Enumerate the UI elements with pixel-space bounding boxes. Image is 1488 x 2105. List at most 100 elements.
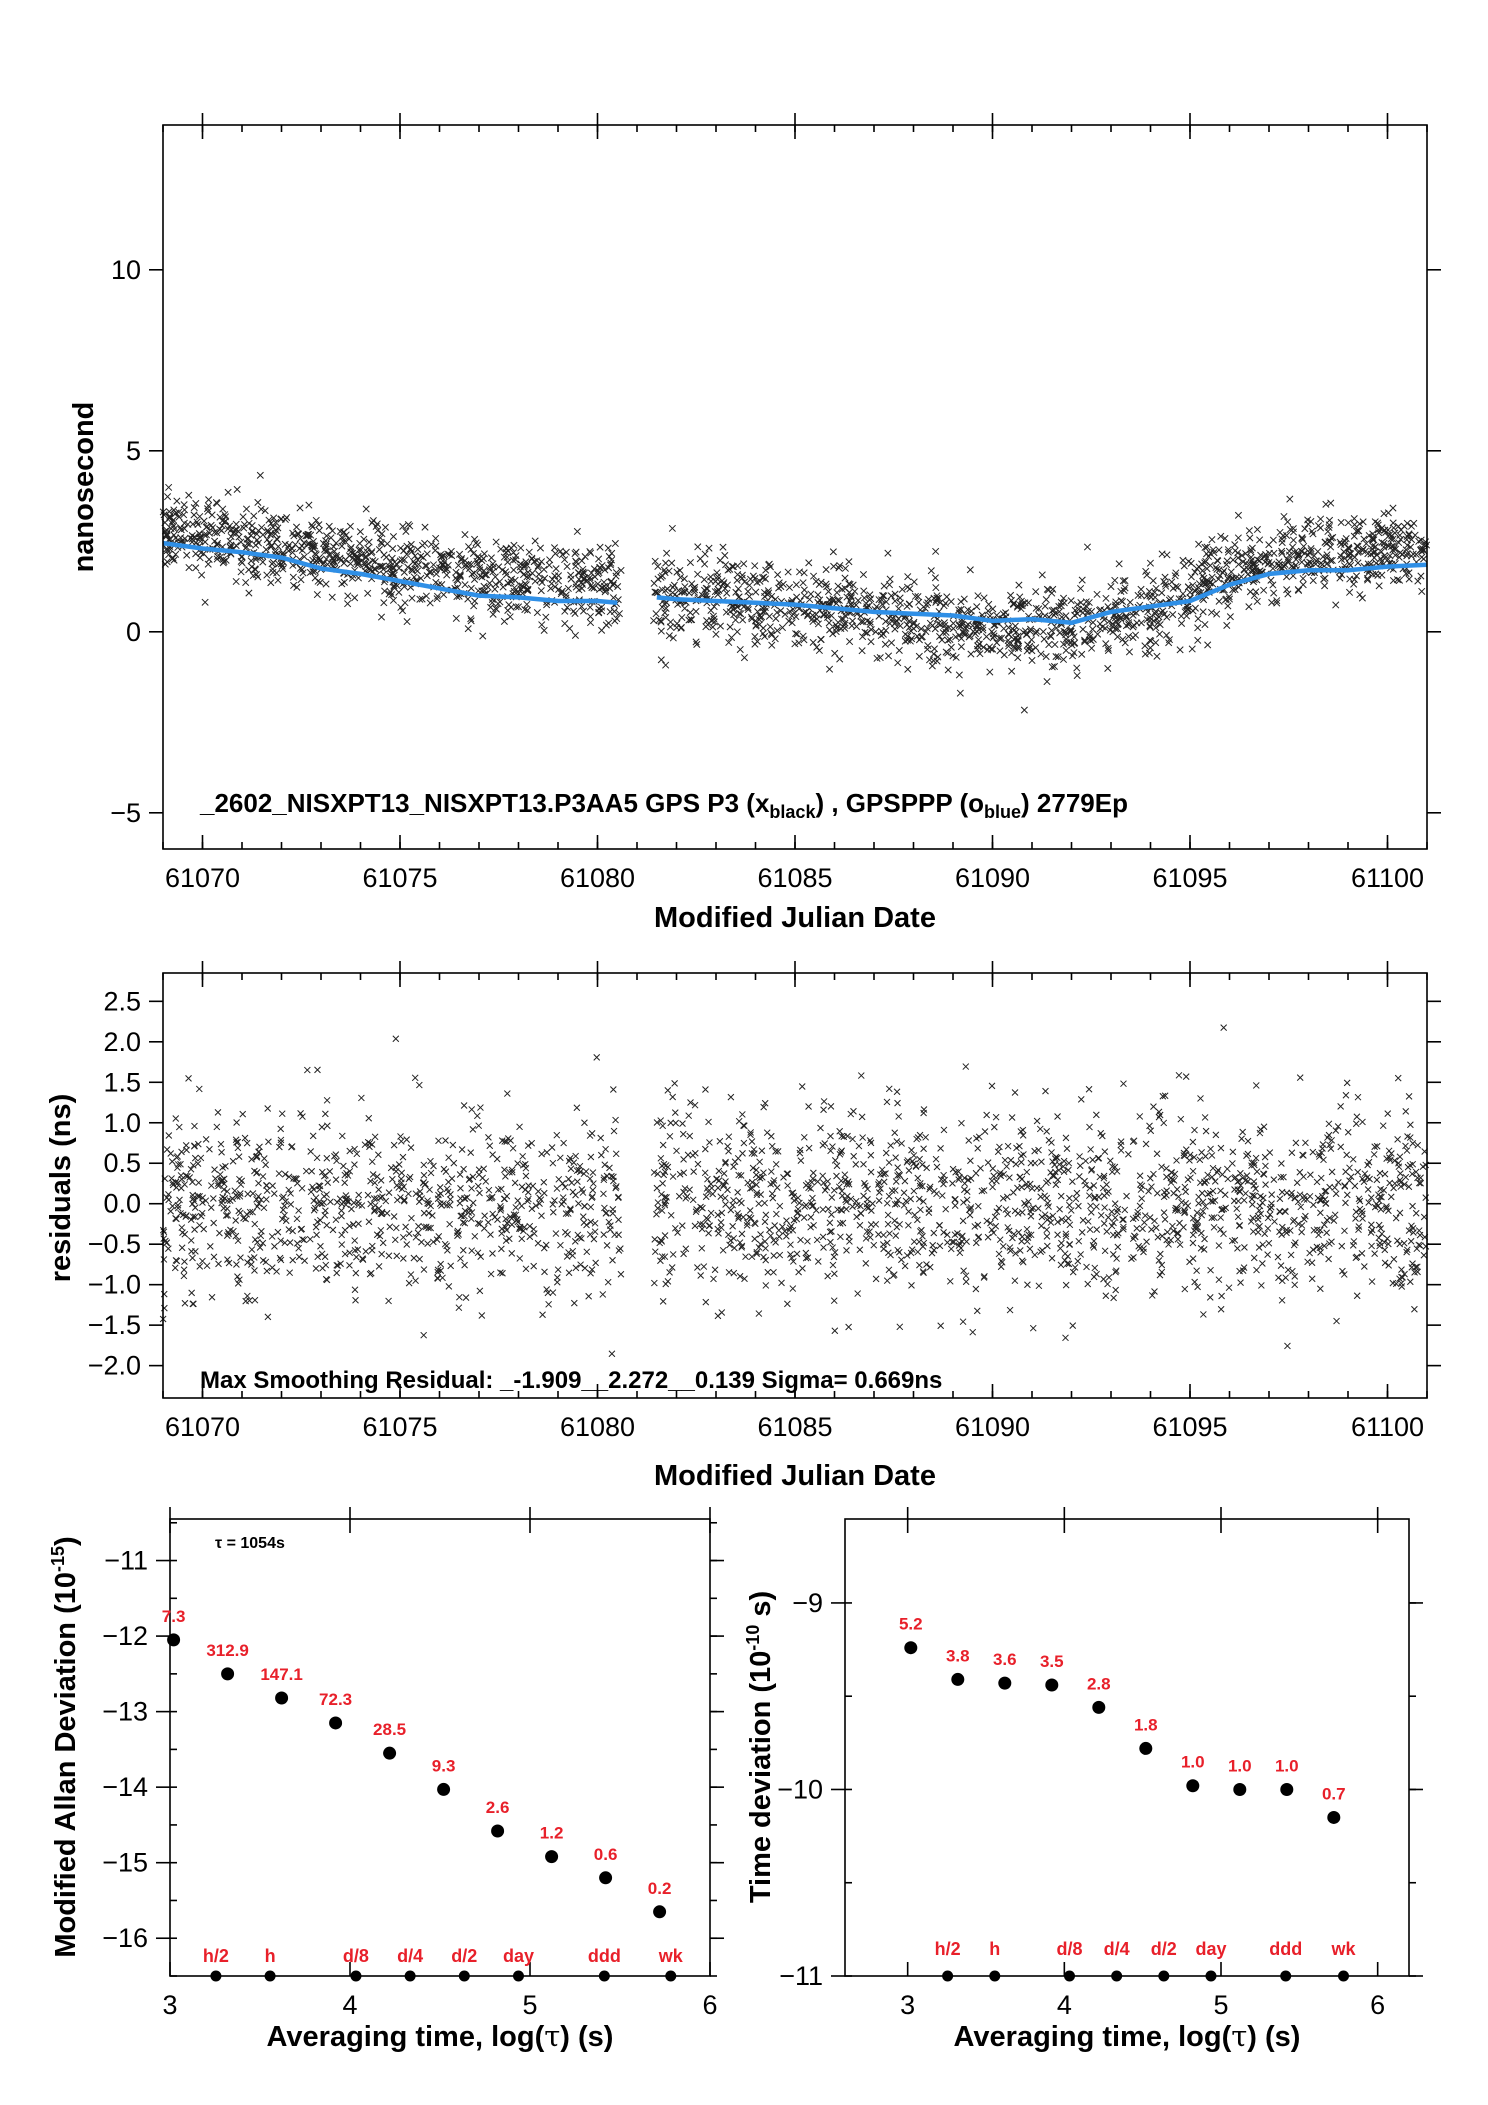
residual-point — [1398, 1279, 1405, 1287]
phase-point — [860, 594, 868, 602]
residual-point — [1060, 1157, 1068, 1165]
residual-point — [1287, 1192, 1295, 1200]
residual-point — [789, 1258, 797, 1265]
phase-point — [866, 618, 874, 626]
phase-point — [810, 572, 818, 580]
phase-point — [1417, 572, 1425, 580]
residual-point — [1298, 1222, 1306, 1229]
residual-point — [484, 1219, 492, 1226]
phase-point — [530, 558, 538, 566]
residual-point — [216, 1229, 223, 1237]
residual-point — [657, 1154, 665, 1162]
residual-point — [1148, 1183, 1155, 1191]
residual-point — [1343, 1151, 1351, 1159]
residual-point — [1391, 1180, 1399, 1187]
phase-point — [360, 535, 368, 543]
residual-point — [371, 1133, 379, 1141]
residual-point — [1325, 1255, 1332, 1263]
phase-point — [745, 592, 753, 601]
phase-point — [1005, 631, 1013, 639]
residual-point — [1405, 1183, 1413, 1191]
phase-point — [1047, 633, 1055, 641]
residual-point — [333, 1157, 340, 1165]
residual-point — [805, 1103, 812, 1110]
residual-point — [887, 1142, 895, 1149]
phase-point — [1118, 597, 1127, 606]
phase-point — [543, 601, 551, 609]
x-tick-label: 61100 — [1351, 1412, 1424, 1442]
phase-point — [413, 567, 422, 575]
phase-point — [573, 527, 581, 536]
residual-point — [730, 1196, 737, 1204]
phase-point — [492, 538, 500, 546]
phase-point — [615, 610, 623, 618]
phase-point — [1231, 541, 1239, 549]
phase-point — [546, 556, 554, 564]
phase-point — [1252, 588, 1260, 596]
residual-point — [575, 1200, 582, 1207]
residual-point — [565, 1269, 573, 1277]
residual-point — [802, 1181, 810, 1189]
residual-point — [898, 1256, 905, 1264]
phase-point — [1171, 572, 1179, 580]
phase-point — [814, 620, 822, 628]
residual-point — [433, 1236, 441, 1243]
residual-point — [502, 1223, 509, 1231]
phase-point — [1041, 602, 1049, 610]
phase-point — [819, 610, 827, 619]
residual-point — [1038, 1222, 1045, 1230]
phase-point — [662, 661, 670, 669]
phase-point — [426, 599, 434, 607]
residual-point — [1243, 1172, 1251, 1179]
residual-point — [408, 1214, 415, 1222]
phase-point — [1039, 628, 1047, 636]
phase-point — [541, 574, 549, 582]
phase-point — [653, 589, 662, 597]
phase-point — [716, 556, 724, 565]
residual-point — [192, 1247, 199, 1255]
residual-point — [870, 1241, 878, 1249]
phase-point — [678, 588, 686, 596]
residual-point — [682, 1245, 690, 1253]
residual-point — [370, 1207, 378, 1215]
y-tick-label: −1.0 — [88, 1270, 141, 1300]
residual-point — [393, 1196, 401, 1204]
phase-point — [432, 570, 440, 578]
phase-point — [930, 650, 938, 658]
phase-point — [737, 610, 745, 618]
phase-point — [1152, 624, 1160, 632]
residual-point — [278, 1110, 286, 1118]
phase-point — [1364, 576, 1372, 584]
residual-point — [1401, 1270, 1408, 1278]
residual-point — [180, 1266, 188, 1274]
phase-point — [561, 607, 569, 615]
phase-point — [423, 550, 431, 558]
residual-point — [399, 1153, 407, 1161]
residual-point — [659, 1297, 667, 1305]
residual-point — [951, 1202, 959, 1210]
residual-point — [1076, 1153, 1083, 1160]
residual-point — [1075, 1202, 1082, 1210]
phase-point — [958, 620, 966, 628]
residual-point — [941, 1176, 948, 1184]
phase-point — [1398, 551, 1406, 559]
phase-point — [1336, 574, 1344, 582]
phase-point — [341, 556, 350, 564]
residual-point — [287, 1201, 295, 1208]
deviation-point — [491, 1824, 505, 1838]
residual-point — [1350, 1238, 1358, 1245]
phase-point — [552, 565, 560, 573]
residual-point — [1033, 1117, 1041, 1125]
residual-point — [900, 1201, 908, 1209]
residual-point — [787, 1241, 794, 1249]
residual-point — [1003, 1193, 1011, 1201]
phase-point — [1100, 616, 1108, 624]
phase-point — [786, 607, 794, 615]
residual-point — [864, 1196, 871, 1203]
residual-point — [234, 1273, 241, 1280]
phase-point — [931, 574, 939, 582]
residual-point — [736, 1272, 744, 1280]
residual-point — [608, 1350, 616, 1358]
phase-point — [880, 592, 888, 600]
residual-point — [225, 1259, 233, 1267]
